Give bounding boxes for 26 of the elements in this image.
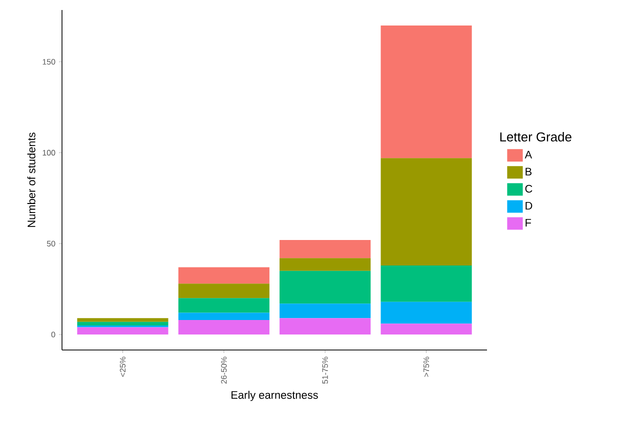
bar <box>380 265 472 302</box>
x-axis-title: Early earnestness <box>232 390 318 402</box>
bar <box>178 284 270 298</box>
bar <box>77 327 168 335</box>
bar <box>280 270 371 304</box>
bar <box>380 302 472 324</box>
bar <box>77 318 168 322</box>
bar <box>178 298 270 313</box>
legend-label: A <box>524 150 532 158</box>
bar <box>178 320 270 335</box>
bar <box>380 158 472 266</box>
bar <box>280 258 371 271</box>
bar <box>178 312 270 320</box>
bar <box>380 324 472 335</box>
y-axis-title: Number of students <box>27 132 36 227</box>
bar <box>380 25 472 158</box>
legend-title: Letter Grade <box>500 132 572 142</box>
bar <box>280 318 371 335</box>
legend-label: D <box>526 202 532 210</box>
bar <box>280 304 371 318</box>
legend-label: F <box>526 218 532 227</box>
legend-label: C <box>525 184 532 193</box>
bar <box>77 322 168 326</box>
bar <box>178 267 270 284</box>
legend-label: B <box>526 168 532 176</box>
bar <box>280 240 371 258</box>
